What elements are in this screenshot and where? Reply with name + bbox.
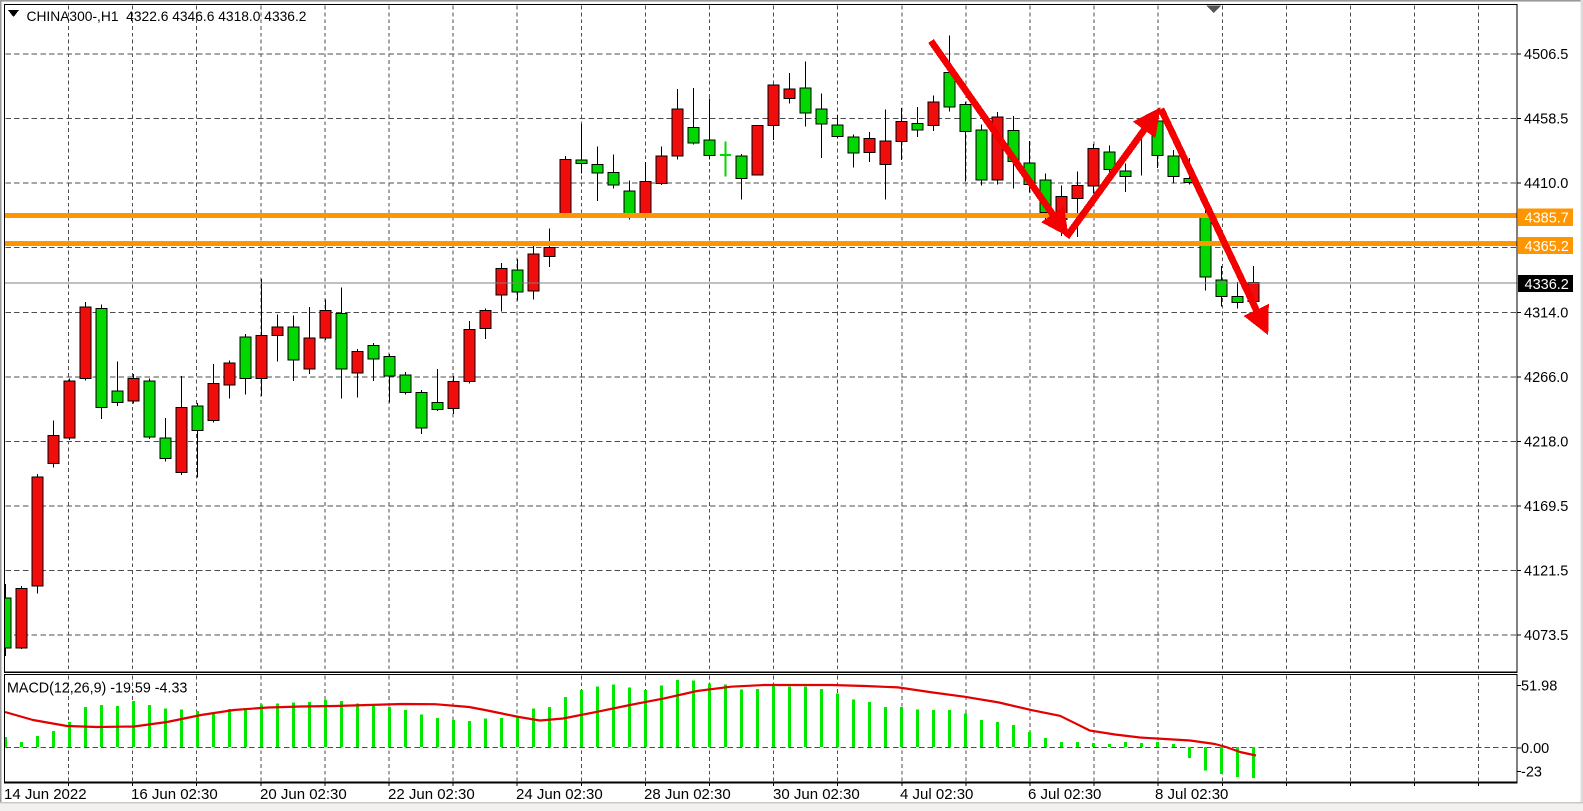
svg-text:51.98: 51.98 xyxy=(1521,678,1557,694)
svg-text:4266.0: 4266.0 xyxy=(1524,370,1568,386)
svg-text:4365.2: 4365.2 xyxy=(1525,239,1569,255)
svg-text:24 Jun 02:30: 24 Jun 02:30 xyxy=(516,786,603,803)
svg-text:MACD(12,26,9) -19.59 -4.33: MACD(12,26,9) -19.59 -4.33 xyxy=(7,681,187,697)
svg-text:4218.0: 4218.0 xyxy=(1524,434,1568,450)
svg-text:-23: -23 xyxy=(1521,764,1542,780)
svg-text:8 Jul 02:30: 8 Jul 02:30 xyxy=(1155,786,1228,803)
svg-text:14 Jun 2022: 14 Jun 2022 xyxy=(4,786,87,803)
svg-text:28 Jun 02:30: 28 Jun 02:30 xyxy=(644,786,731,803)
svg-text:4 Jul 02:30: 4 Jul 02:30 xyxy=(900,786,973,803)
svg-text:4073.5: 4073.5 xyxy=(1524,628,1568,644)
svg-text:30 Jun 02:30: 30 Jun 02:30 xyxy=(773,786,860,803)
svg-text:6 Jul 02:30: 6 Jul 02:30 xyxy=(1028,786,1101,803)
svg-text:16 Jun 02:30: 16 Jun 02:30 xyxy=(131,786,218,803)
svg-text:22 Jun 02:30: 22 Jun 02:30 xyxy=(388,786,475,803)
svg-text:4121.5: 4121.5 xyxy=(1524,563,1568,579)
svg-text:0.00: 0.00 xyxy=(1521,741,1549,757)
svg-text:4314.0: 4314.0 xyxy=(1524,305,1568,321)
svg-text:4410.0: 4410.0 xyxy=(1524,176,1568,192)
svg-text:CHINA300-,H1 4322.6 4346.6 43: CHINA300-,H1 4322.6 4346.6 4318.0 4336.2 xyxy=(27,9,307,24)
svg-text:4458.5: 4458.5 xyxy=(1524,111,1568,127)
svg-text:4506.5: 4506.5 xyxy=(1524,47,1568,63)
svg-text:20 Jun 02:30: 20 Jun 02:30 xyxy=(260,786,347,803)
svg-text:4336.2: 4336.2 xyxy=(1525,277,1569,293)
svg-text:4169.5: 4169.5 xyxy=(1524,499,1568,515)
svg-text:4385.7: 4385.7 xyxy=(1525,211,1569,227)
